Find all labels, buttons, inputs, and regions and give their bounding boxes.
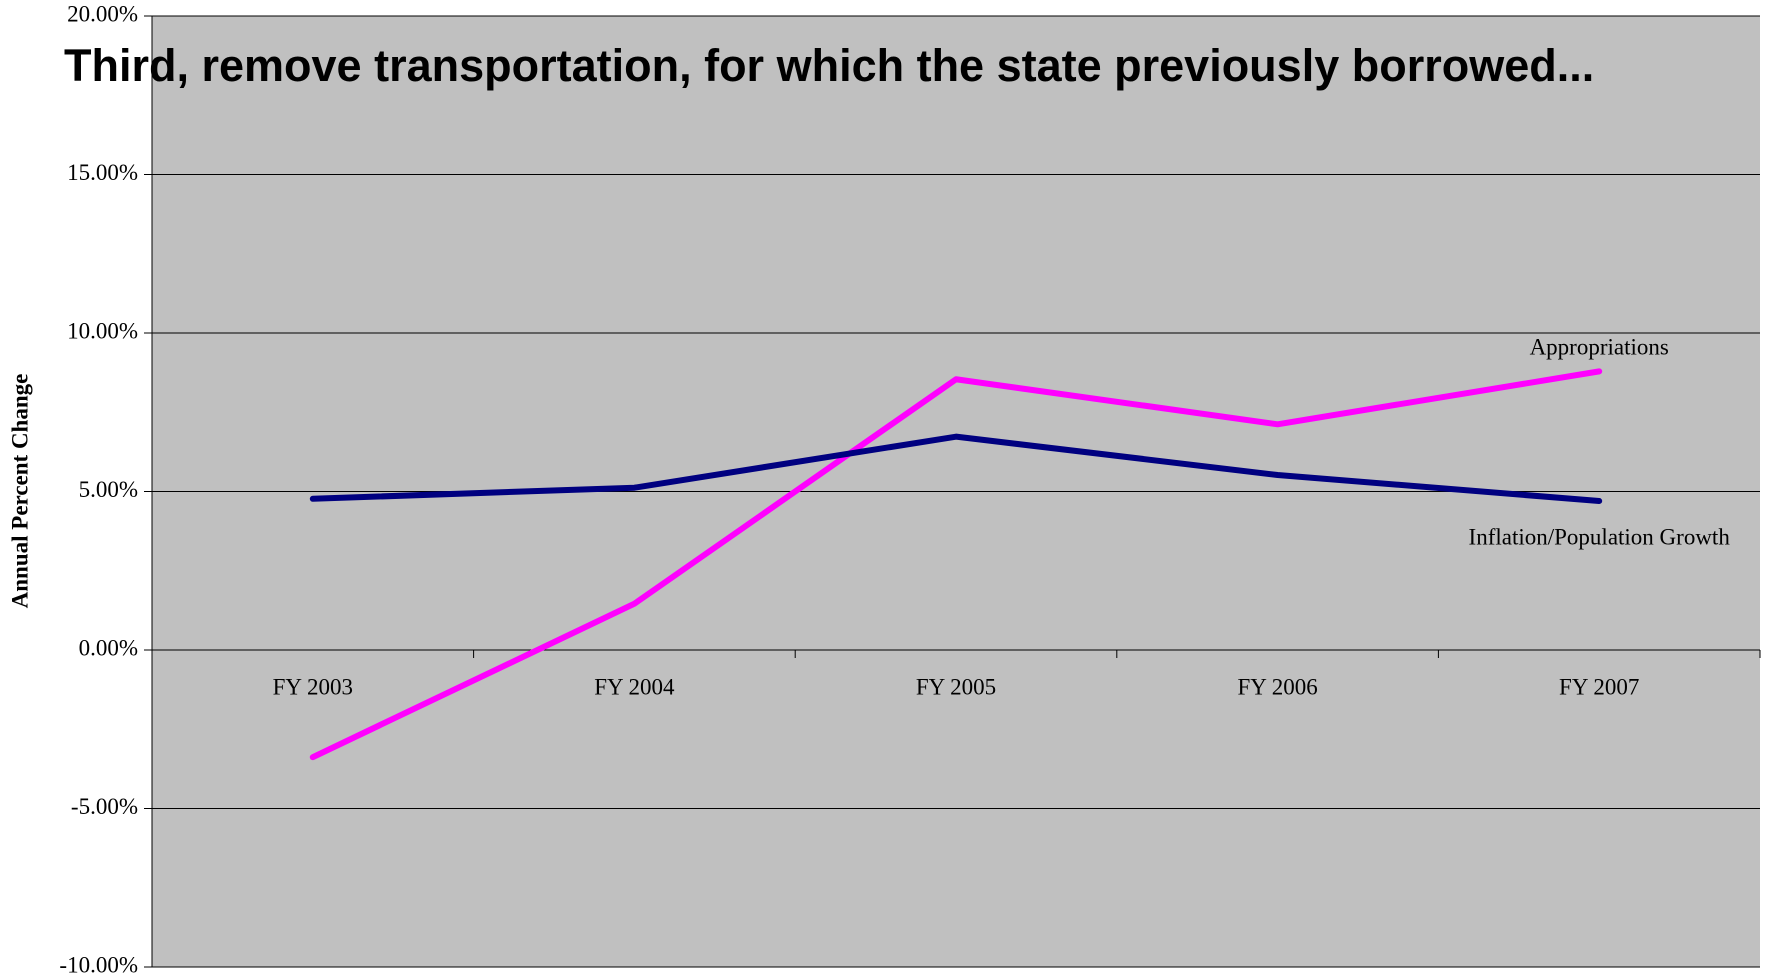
series-line (309, 368, 1603, 761)
y-tick-label: -5.00% (71, 794, 138, 819)
series-line (309, 433, 1603, 505)
series-label: Inflation/Population Growth (1469, 524, 1731, 549)
y-tick-label: 20.00% (67, 1, 138, 26)
y-tick-label: 15.00% (67, 160, 138, 185)
y-tick-label: 5.00% (79, 477, 138, 502)
series-label: Appropriations (1530, 335, 1669, 360)
y-tick-label: 10.00% (67, 318, 138, 343)
chart-title: Third, remove transportation, for which … (64, 40, 1594, 91)
x-tick-label: FY 2003 (273, 674, 353, 699)
x-tick-label: FY 2006 (1237, 674, 1317, 699)
x-tick-label: FY 2004 (594, 674, 675, 699)
x-tick-label: FY 2007 (1559, 674, 1639, 699)
y-axis-label: Annual Percent Change (7, 374, 32, 609)
x-tick-label: FY 2005 (916, 674, 996, 699)
y-tick-label: 0.00% (79, 635, 138, 660)
y-tick-label: -10.00% (59, 952, 138, 977)
